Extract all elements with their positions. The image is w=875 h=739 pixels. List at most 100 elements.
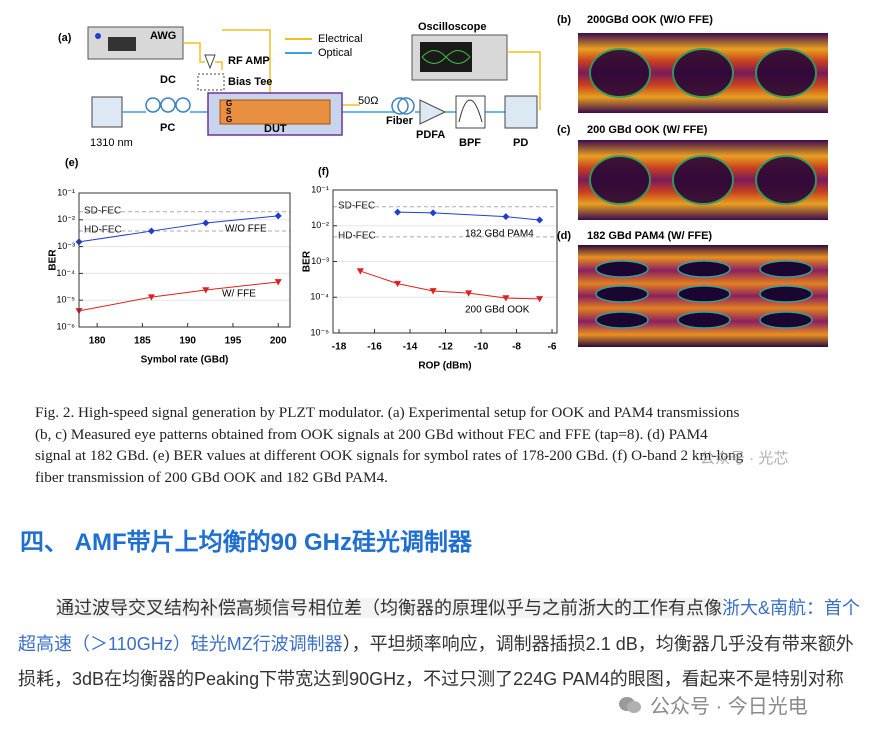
eye-opening bbox=[595, 260, 649, 278]
line-chart: (f) 10⁻¹ 10⁻² 10⁻³ 10⁻⁴ 10⁻⁵-18 -16 -14 -12 -10 -8… bbox=[302, 166, 558, 372]
y-tick-label: 10⁻² bbox=[311, 220, 329, 230]
data-point bbox=[502, 213, 510, 221]
data-point bbox=[429, 288, 437, 295]
data-point bbox=[394, 280, 402, 288]
eye-opening bbox=[677, 285, 731, 303]
eye-opening bbox=[759, 285, 813, 303]
plot-frame bbox=[332, 189, 558, 334]
x-tick-label: -6 bbox=[548, 342, 557, 353]
dut-label: DUT bbox=[264, 123, 287, 135]
threshold-label: HD-FEC bbox=[84, 225, 122, 236]
eye-title: 200GBd OOK (W/O FFE) bbox=[587, 14, 713, 26]
pdfa bbox=[419, 99, 447, 125]
y-tick-label: 10⁻⁴ bbox=[310, 292, 329, 302]
caption-line: signal at 182 GBd. (e) BER values at dif… bbox=[35, 447, 744, 465]
section-heading: 四、 AMF带片上均衡的90 GHz硅光调制器 bbox=[20, 529, 473, 556]
fiber-label: Fiber bbox=[386, 115, 414, 127]
paragraph-text: ），平坦频率响应，调制器插损2.1 dB，均衡器几乎没有带来额外损耗，3dB在均… bbox=[18, 633, 854, 690]
fiber-spool bbox=[391, 97, 415, 115]
y-tick-label: 10⁻³ bbox=[311, 256, 329, 266]
series-line bbox=[78, 281, 279, 312]
series-label: 182 GBd PAM4 bbox=[465, 229, 534, 240]
series-line bbox=[78, 215, 279, 243]
laser bbox=[91, 96, 123, 128]
paragraph: 通过波导交叉结构补偿高频信号相位差（均衡器的原理似乎与之前浙大的工作有点像浙大&… bbox=[18, 591, 868, 698]
panel-label: (a) bbox=[58, 32, 72, 44]
data-point bbox=[147, 294, 155, 301]
dc-label: DC bbox=[160, 74, 176, 86]
electrode-label: G bbox=[226, 115, 232, 124]
x-axis-label: ROP (dBm) bbox=[418, 361, 471, 372]
eye-opening bbox=[759, 260, 813, 278]
legend-label: Electrical bbox=[318, 33, 363, 45]
bpf-curve bbox=[458, 99, 483, 123]
rf-amp bbox=[204, 54, 216, 70]
eye-opening bbox=[755, 48, 817, 98]
rf-amp-label: RF AMP bbox=[228, 55, 270, 67]
eye-opening bbox=[595, 285, 649, 303]
panel-label: (e) bbox=[65, 157, 79, 169]
eye-opening bbox=[672, 48, 734, 98]
threshold-label: SD-FEC bbox=[84, 205, 121, 216]
pc-coils bbox=[145, 97, 191, 113]
data-point bbox=[202, 219, 210, 227]
pd-label: PD bbox=[513, 137, 528, 149]
legend-label: Optical bbox=[318, 47, 352, 59]
eye-opening bbox=[677, 260, 731, 278]
series-line bbox=[397, 211, 540, 221]
scope-label: Oscilloscope bbox=[418, 21, 486, 33]
eye-opening bbox=[677, 311, 731, 329]
data-point bbox=[274, 279, 282, 286]
panel-label: (f) bbox=[318, 166, 329, 178]
electrode-label: G bbox=[226, 99, 232, 108]
wechat-icon bbox=[619, 696, 641, 713]
eye-opening bbox=[589, 155, 651, 205]
bias-tee-label: Bias Tee bbox=[228, 76, 272, 88]
dut-electrode bbox=[219, 99, 331, 125]
y-tick-label: 10⁻² bbox=[57, 214, 75, 224]
eye-title: 200 GBd OOK (W/ FFE) bbox=[587, 124, 708, 136]
bias-tee bbox=[197, 73, 225, 91]
pc-label: PC bbox=[160, 122, 175, 134]
awg-led bbox=[95, 33, 101, 39]
data-point bbox=[274, 212, 282, 220]
electrode-label: S bbox=[226, 107, 232, 116]
y-tick-label: 10⁻¹ bbox=[311, 184, 329, 194]
line-chart: (e) 10⁻¹ 10⁻² 10⁻³ 10⁻⁴ 10⁻⁵ 10⁻⁶ 180 185 190 195 2… bbox=[48, 157, 291, 366]
x-tick-label: 180 bbox=[89, 336, 106, 347]
x-tick-label: -8 bbox=[512, 342, 521, 353]
eye-title: 182 GBd PAM4 (W/ FFE) bbox=[587, 230, 712, 242]
x-axis-label: Symbol rate (GBd) bbox=[141, 355, 229, 366]
eye-opening bbox=[759, 311, 813, 329]
eye-opening bbox=[595, 311, 649, 329]
y-axis-label: BER bbox=[48, 249, 59, 271]
x-tick-label: -16 bbox=[367, 342, 382, 353]
x-tick-label: -10 bbox=[474, 342, 489, 353]
watermark-text: 公众号 · 今日光电 bbox=[650, 696, 808, 718]
watermark: 公众号 · 光芯 bbox=[700, 450, 789, 467]
series-label: W/O FFE bbox=[225, 224, 267, 235]
pdfa-label: PDFA bbox=[416, 129, 445, 141]
data-point bbox=[465, 290, 473, 297]
x-tick-label: 195 bbox=[225, 336, 242, 347]
scope-eye bbox=[421, 50, 471, 64]
panel-label: (d) bbox=[557, 230, 571, 242]
caption-line: (b, c) Measured eye patterns obtained fr… bbox=[35, 425, 708, 443]
figure: (a) AWG Electrical Optical Oscilloscope … bbox=[48, 14, 828, 372]
series-label: 200 GBd OOK bbox=[465, 305, 530, 316]
setup-diagram: (a) AWG Electrical Optical Oscilloscope … bbox=[58, 21, 541, 149]
caption-line: Fig. 2. High-speed signal generation by … bbox=[35, 404, 740, 421]
termination-label: 50Ω bbox=[358, 95, 378, 107]
panel-label: (c) bbox=[557, 124, 571, 136]
threshold-label: SD-FEC bbox=[338, 200, 375, 211]
data-point bbox=[536, 296, 544, 303]
data-point bbox=[147, 227, 155, 235]
data-point bbox=[202, 287, 210, 294]
x-tick-label: -12 bbox=[438, 342, 453, 353]
article-link[interactable]: 浙大&南航：首个超高速（＞110GHz）硅光MZ行波调制器 bbox=[18, 598, 861, 654]
eye-openings bbox=[589, 48, 817, 329]
y-tick-label: 10⁻⁵ bbox=[57, 295, 76, 305]
awg-label: AWG bbox=[150, 30, 176, 42]
series-line bbox=[360, 270, 540, 300]
y-tick-label: 10⁻⁵ bbox=[311, 327, 330, 337]
